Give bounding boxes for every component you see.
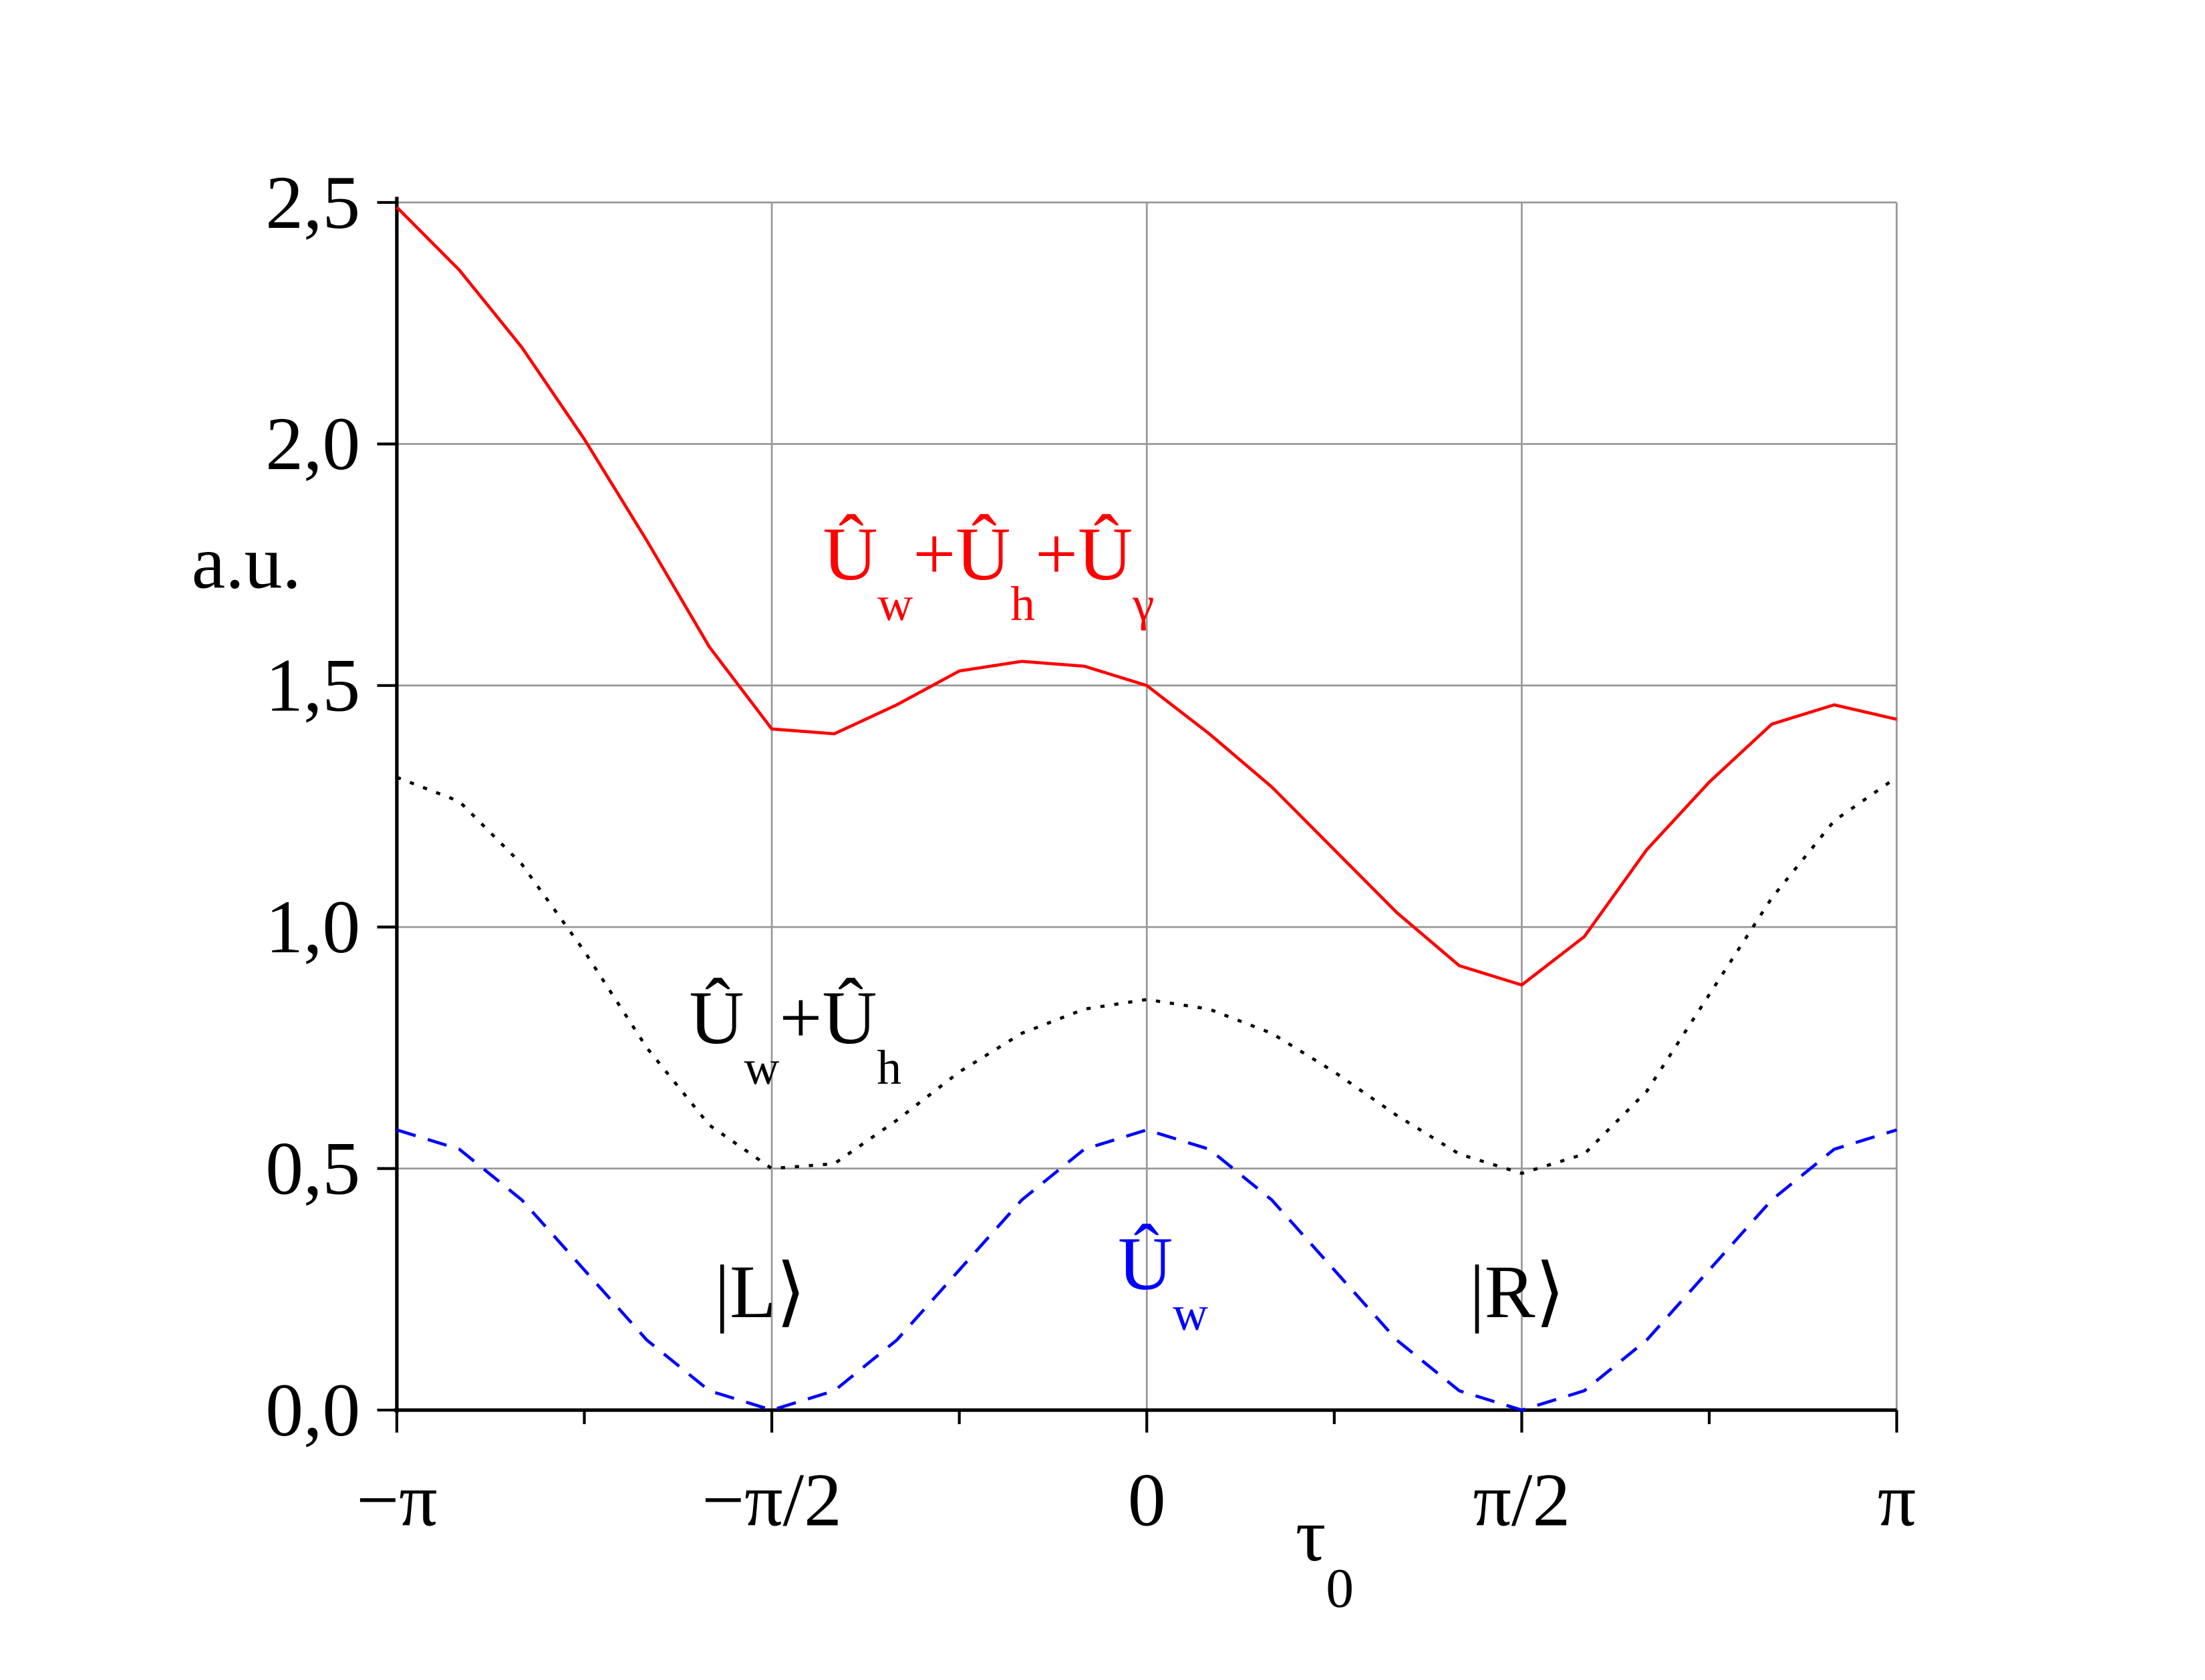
y-tick-label: 2,5 — [265, 160, 360, 245]
x-tick-label: 0 — [1128, 1458, 1166, 1542]
annotation: |R⟩ — [1469, 1250, 1565, 1334]
y-tick-label: 0,5 — [265, 1127, 360, 1211]
y-tick-label: 0,0 — [265, 1368, 360, 1452]
series-label: Ûw+Ûh+Ûγ — [823, 512, 1154, 631]
series-label: Ûw — [1118, 1222, 1208, 1341]
x-axis-label: τ0 — [1296, 1493, 1354, 1619]
x-tick-label: π/2 — [1473, 1458, 1571, 1542]
series-line — [396, 206, 1898, 987]
series-line — [396, 1128, 1898, 1412]
y-tick-label: 2,0 — [265, 402, 360, 486]
annotation: |L⟩ — [714, 1250, 805, 1334]
series-label: Ûw+Ûh — [689, 976, 901, 1095]
y-axis-label: a.u. — [192, 520, 301, 604]
series-line — [396, 775, 1898, 1175]
x-tick-label: π — [1878, 1458, 1916, 1542]
x-tick-label: −π/2 — [702, 1458, 842, 1542]
y-tick-label: 1,0 — [265, 885, 360, 969]
y-tick-label: 1,5 — [265, 644, 360, 728]
x-tick-label: −π — [356, 1458, 437, 1542]
